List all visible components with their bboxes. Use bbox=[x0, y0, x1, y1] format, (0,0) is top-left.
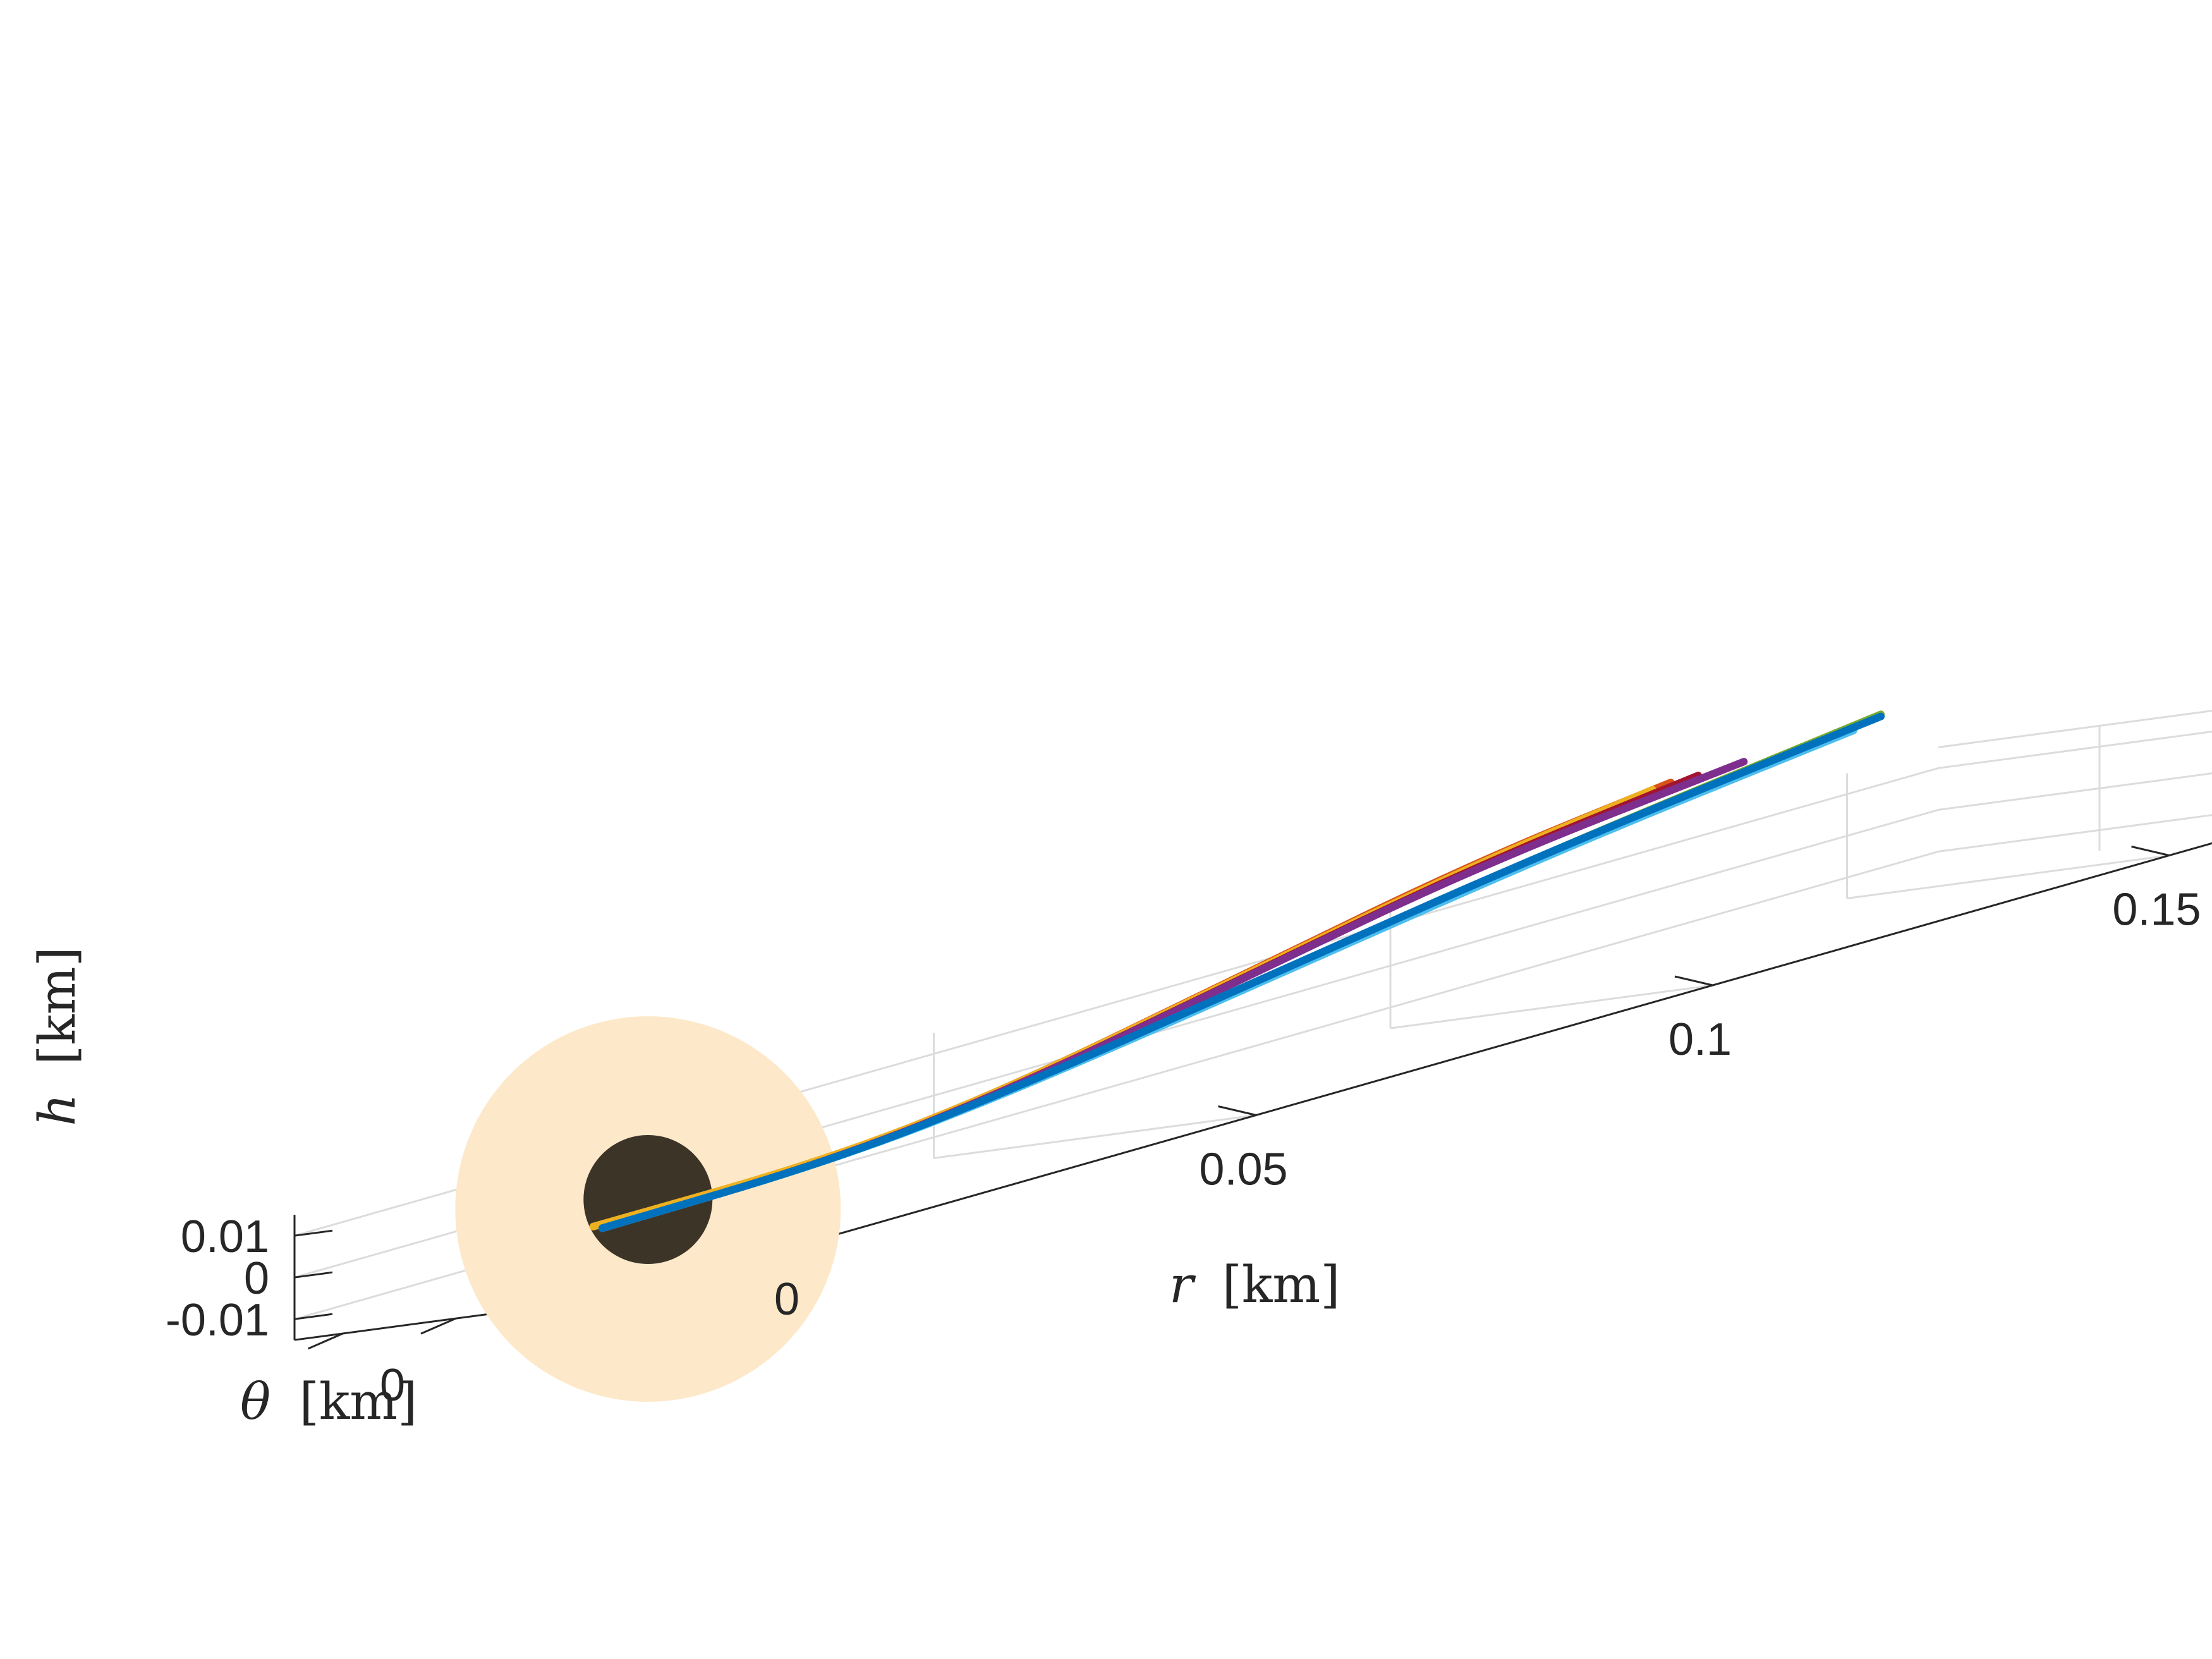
z-axis-label-var: h bbox=[28, 1093, 87, 1126]
x-axis-label-unit: [km] bbox=[1222, 1255, 1340, 1314]
x-tick-label: 0.05 bbox=[1199, 1145, 1287, 1195]
z-tick-label: -0.01 bbox=[166, 1295, 269, 1346]
z-axis-label-unit: [km] bbox=[28, 947, 87, 1065]
y-tick-labels: 0 bbox=[380, 1360, 405, 1411]
x-tick-labels: 0 0.05 0.1 0.15 bbox=[774, 885, 2201, 1325]
z-axis-label: h [km] bbox=[28, 947, 87, 1126]
x-tick-mark bbox=[2131, 846, 2170, 856]
trajectory-series bbox=[589, 710, 1885, 1232]
x-tick-mark bbox=[1218, 1105, 1256, 1116]
grid-depth-line bbox=[1938, 772, 2212, 811]
grid-depth-line bbox=[1938, 731, 2212, 769]
z-tick-label: 0.01 bbox=[181, 1212, 269, 1262]
x-tick-mark bbox=[1674, 975, 1713, 987]
z-tick-mark bbox=[294, 1229, 333, 1237]
trajectory-line-7 bbox=[599, 712, 1885, 1232]
y-tick-mark bbox=[307, 1332, 344, 1350]
z-tick-labels: 0.010-0.01 bbox=[166, 1212, 269, 1346]
grid-depth-line bbox=[1938, 710, 2212, 748]
z-tick-mark bbox=[294, 1271, 333, 1279]
y-axis-label-var: θ bbox=[240, 1372, 270, 1431]
grid-floor-line bbox=[1847, 854, 2170, 899]
y-axis-label: θ [km] bbox=[240, 1372, 417, 1431]
x-tick-label: 0.15 bbox=[2112, 885, 2201, 935]
x-axis-label-var: r bbox=[1169, 1255, 1196, 1314]
grid-depth-line bbox=[1938, 814, 2212, 853]
y-axis-label-unit: [km] bbox=[300, 1372, 418, 1431]
x-axis-label: r [km] bbox=[1169, 1255, 1340, 1314]
grid-floor-line bbox=[1390, 984, 1713, 1030]
x-tick-label: 0 bbox=[774, 1274, 799, 1325]
x-tick-label: 0.1 bbox=[1668, 1014, 1732, 1065]
z-tick-label: 0 bbox=[244, 1253, 269, 1304]
grid-floor-line bbox=[933, 1114, 1256, 1159]
axes bbox=[293, 842, 2212, 1350]
x-axis-line bbox=[616, 842, 2212, 1298]
target-body-sphere bbox=[583, 1134, 713, 1264]
z-tick-mark bbox=[294, 1313, 333, 1320]
y-tick-mark bbox=[420, 1317, 456, 1335]
y-tick-label: 0 bbox=[380, 1360, 405, 1411]
